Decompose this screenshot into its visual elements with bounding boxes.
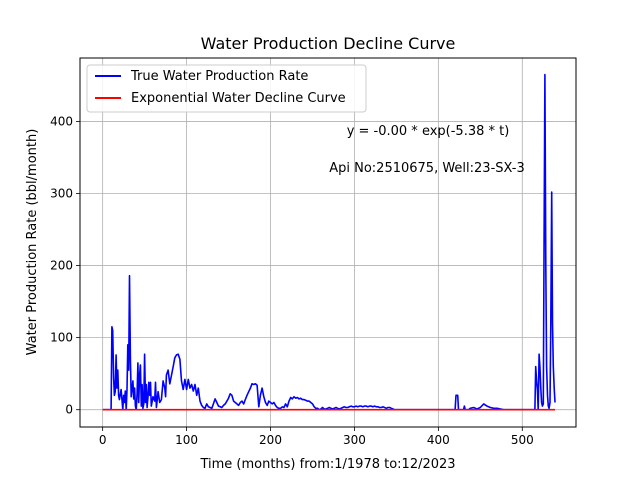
- series-layer: [102, 73, 556, 411]
- plot-area-frame: [79, 57, 577, 428]
- x-tick-labels: 0 100 200 300 400 500: [99, 433, 534, 447]
- chart-title: Water Production Decline Curve: [201, 34, 456, 53]
- y-tick-label: 400: [50, 114, 73, 128]
- x-tick-label: 100: [175, 433, 198, 447]
- x-tick-label: 300: [343, 433, 366, 447]
- y-tick-label: 300: [50, 186, 73, 200]
- x-tick-label: 0: [99, 433, 107, 447]
- well-annotation: Api No:2510675, Well:23-SX-3: [329, 161, 525, 176]
- legend-label-true-water: True Water Production Rate: [130, 69, 308, 84]
- x-tick-label: 500: [511, 433, 534, 447]
- grid: [80, 58, 576, 427]
- legend-label-exponential: Exponential Water Decline Curve: [131, 91, 346, 106]
- legend: True Water Production Rate Exponential W…: [86, 64, 367, 113]
- legend-box: [86, 64, 367, 113]
- y-tick-label: 200: [50, 259, 73, 273]
- equation-annotation: y = -0.00 * exp(-5.38 * t): [347, 124, 510, 139]
- tick-marks: [76, 121, 523, 431]
- y-tick-label: 100: [50, 331, 73, 345]
- y-tick-labels: 0 100 200 300 400: [50, 114, 73, 416]
- y-axis-label: Water Production Rate (bbl/month): [25, 129, 40, 356]
- y-tick-label: 0: [65, 403, 73, 417]
- x-tick-label: 400: [427, 433, 450, 447]
- x-axis-label: Time (months) from:1/1978 to:12/2023: [199, 457, 455, 472]
- x-tick-label: 200: [259, 433, 282, 447]
